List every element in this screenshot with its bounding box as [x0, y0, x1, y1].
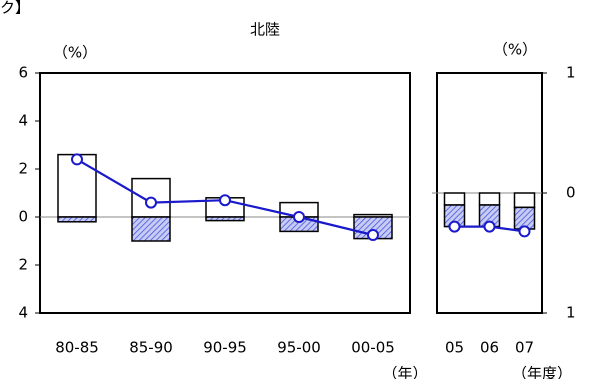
page-fragment: ク】	[0, 0, 30, 17]
line-point	[367, 229, 379, 241]
line-point	[448, 220, 461, 233]
line-point	[145, 196, 157, 209]
y-tick-label: 2	[18, 160, 28, 178]
bar	[131, 177, 171, 218]
x-tick-label: 07	[515, 339, 534, 357]
y-tick-label: 1	[566, 304, 576, 322]
x-tick-label: 85-90	[129, 339, 173, 357]
x-tick-label: 00-05	[351, 339, 395, 357]
y-axis-unit: （%）	[493, 41, 537, 59]
plot-frame	[39, 72, 411, 314]
chart-title: 北陸	[250, 21, 280, 39]
y-tick-label: 4	[18, 304, 28, 322]
y-tick-label: 0	[18, 208, 28, 226]
x-tick-label: 95-00	[277, 339, 321, 357]
x-tick-label: 06	[480, 339, 499, 357]
y-tick-label: 2	[18, 256, 28, 274]
line-point	[219, 194, 231, 207]
line-point	[71, 153, 83, 166]
y-tick-label: 1	[566, 64, 576, 82]
line-point	[293, 211, 305, 223]
x-tick-label: 80-85	[55, 339, 99, 357]
bar	[478, 192, 501, 206]
line-point	[483, 220, 496, 233]
y-tick-label: 6	[18, 64, 28, 82]
x-tick-label: 90-95	[203, 339, 247, 357]
bar	[131, 216, 171, 242]
bar	[443, 192, 466, 206]
x-tick-label: 05	[445, 339, 464, 357]
x-axis-label: （年度）	[512, 365, 572, 379]
line-point	[518, 225, 531, 238]
bar	[205, 216, 245, 222]
x-axis-label: （年）	[382, 365, 427, 379]
bar	[513, 192, 536, 209]
y-tick-label: 0	[566, 184, 576, 202]
bar	[57, 216, 97, 223]
y-axis-unit: （%）	[53, 44, 97, 62]
y-tick-label: 4	[18, 112, 28, 130]
